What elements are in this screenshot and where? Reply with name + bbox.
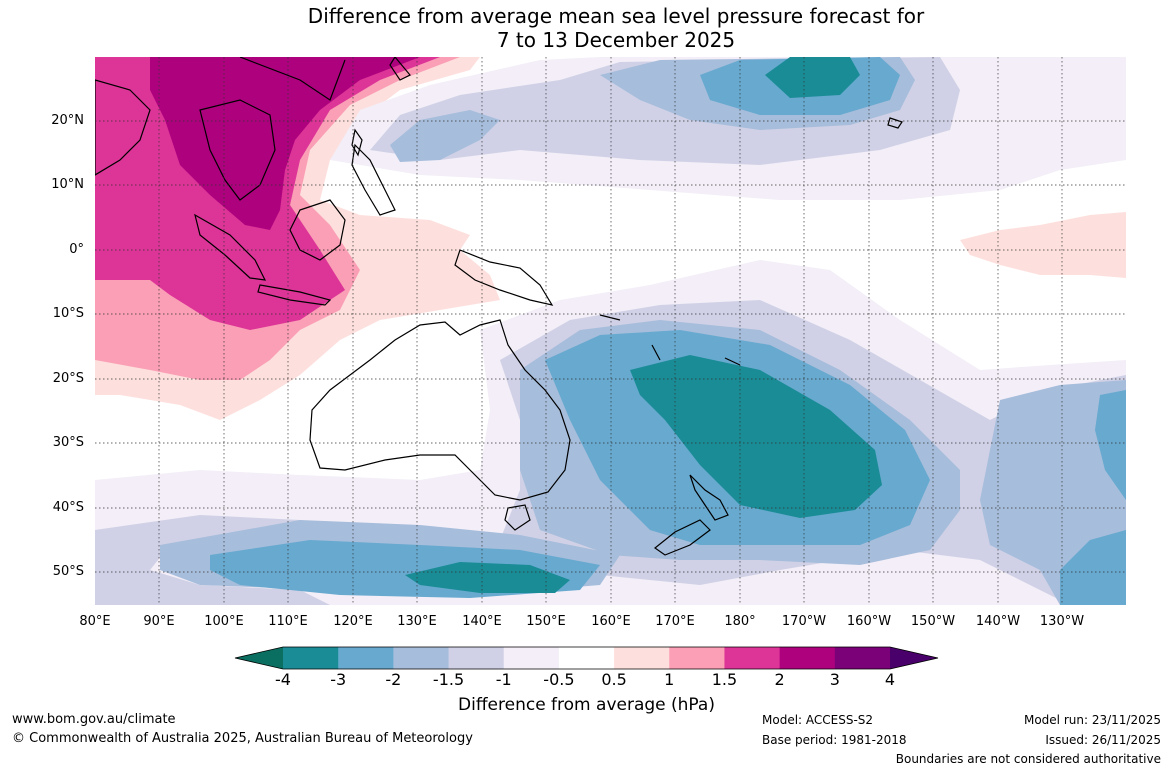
lon-label: 180° xyxy=(724,614,756,629)
colorbar-segment xyxy=(448,647,505,669)
colorbar xyxy=(234,646,939,670)
colorbar-segment xyxy=(834,647,891,669)
lon-label: 120°E xyxy=(333,614,373,629)
graticule xyxy=(95,57,1126,605)
lon-label: 170°E xyxy=(655,614,695,629)
lon-label: 100°E xyxy=(204,614,244,629)
lon-label: 130°E xyxy=(397,614,437,629)
website-text: www.bom.gov.au/climate xyxy=(12,712,176,727)
new-zealand-south-coast xyxy=(653,519,711,556)
lon-label: 140°W xyxy=(975,614,1021,629)
negative-3-south-pacific xyxy=(405,355,882,593)
lon-label: 170°W xyxy=(781,614,827,629)
colorbar-tick-label: 1.5 xyxy=(711,670,738,689)
colorbar-label: Difference from average (hPa) xyxy=(458,695,715,715)
model-run-text: Model run: 23/11/2025 xyxy=(1023,713,1161,727)
lat-label: 20°N xyxy=(51,113,84,128)
issued-text: Issued: 26/11/2025 xyxy=(1045,733,1161,747)
china-coast xyxy=(239,57,346,101)
negative-3-north-pacific xyxy=(765,57,860,98)
colorbar-tick-label: 3 xyxy=(829,670,840,689)
colorbar-segment xyxy=(393,647,450,669)
lon-label: 130°W xyxy=(1039,614,1085,629)
sumatra-coast xyxy=(194,213,267,281)
colorbar-extend-low xyxy=(235,647,283,669)
colorbar-segment xyxy=(779,647,836,669)
chart-title: Difference from average mean sea level p… xyxy=(0,4,1173,52)
anomaly-field xyxy=(95,57,1126,605)
negative-2-south-pacific xyxy=(210,330,1126,605)
lon-label: 160°W xyxy=(846,614,892,629)
coastlines xyxy=(95,57,903,556)
java-coast xyxy=(257,284,332,306)
new-zealand-north-coast xyxy=(689,474,729,521)
lat-label: 0° xyxy=(69,242,84,257)
lat-label: 30°S xyxy=(52,435,84,450)
taiwan-coast xyxy=(351,128,363,157)
colorbar-segment xyxy=(283,647,339,669)
anomaly-map xyxy=(95,57,1126,605)
colorbar-segments xyxy=(234,646,939,670)
positive-2-region xyxy=(150,57,420,230)
colorbar-outline xyxy=(234,646,939,670)
base-period-text: Base period: 1981-2018 xyxy=(762,733,907,747)
lon-label: 110°E xyxy=(268,614,308,629)
disclaimer-text: Boundaries are not considered authoritat… xyxy=(895,752,1161,766)
colorbar-tick-label: -1.5 xyxy=(432,670,465,689)
colorbar-tick-label: 0.5 xyxy=(601,670,627,689)
colorbar-segment xyxy=(614,647,670,669)
tasmania-coast xyxy=(504,504,531,531)
colorbar-tick-label: -4 xyxy=(275,670,291,689)
lon-label: 150°E xyxy=(526,614,566,629)
japan-coast xyxy=(389,57,411,81)
positive-0.5-central-pacific xyxy=(960,212,1126,278)
borneo-coast xyxy=(289,199,346,261)
lat-label: 10°S xyxy=(52,306,84,321)
lon-label: 90°E xyxy=(143,614,175,629)
colorbar-extend-high xyxy=(890,647,938,669)
lat-label: 10°N xyxy=(51,177,84,192)
copyright-text: © Commonwealth of Australia 2025, Austra… xyxy=(12,731,473,746)
title-line-1: Difference from average mean sea level p… xyxy=(307,4,925,28)
model-text: Model: ACCESS-S2 xyxy=(762,713,874,727)
hawaii-coast xyxy=(887,117,903,129)
lon-label: 160°E xyxy=(591,614,631,629)
colorbar-tick-label: -2 xyxy=(385,670,402,689)
colorbar-segment xyxy=(338,647,394,669)
lat-label: 50°S xyxy=(52,564,84,579)
lon-label: 80°E xyxy=(79,614,111,629)
colorbar-tick-label: -0.5 xyxy=(543,670,575,689)
australia-coast xyxy=(309,319,571,501)
philippines-coast xyxy=(351,143,396,216)
lon-label: 140°E xyxy=(462,614,502,629)
colorbar-tick-label: 4 xyxy=(884,670,896,689)
colorbar-tick-label: -1 xyxy=(495,670,512,689)
lon-label: 150°W xyxy=(910,614,956,629)
colorbar-segment xyxy=(558,647,615,669)
new-guinea-coast xyxy=(454,249,554,306)
colorbar-tick-label: 2 xyxy=(774,670,785,689)
colorbar-tick-label: 1 xyxy=(664,670,675,689)
colorbar-tick-label: -3 xyxy=(330,670,347,689)
lat-label: 40°S xyxy=(52,500,84,515)
lat-label: 20°S xyxy=(52,371,84,386)
vanuatu-fiji-islands xyxy=(599,314,741,366)
india-coast xyxy=(95,79,151,176)
colorbar-segment xyxy=(724,647,781,669)
colorbar-segment xyxy=(669,647,725,669)
title-line-2: 7 to 13 December 2025 xyxy=(496,28,736,52)
colorbar-segment xyxy=(503,647,560,669)
